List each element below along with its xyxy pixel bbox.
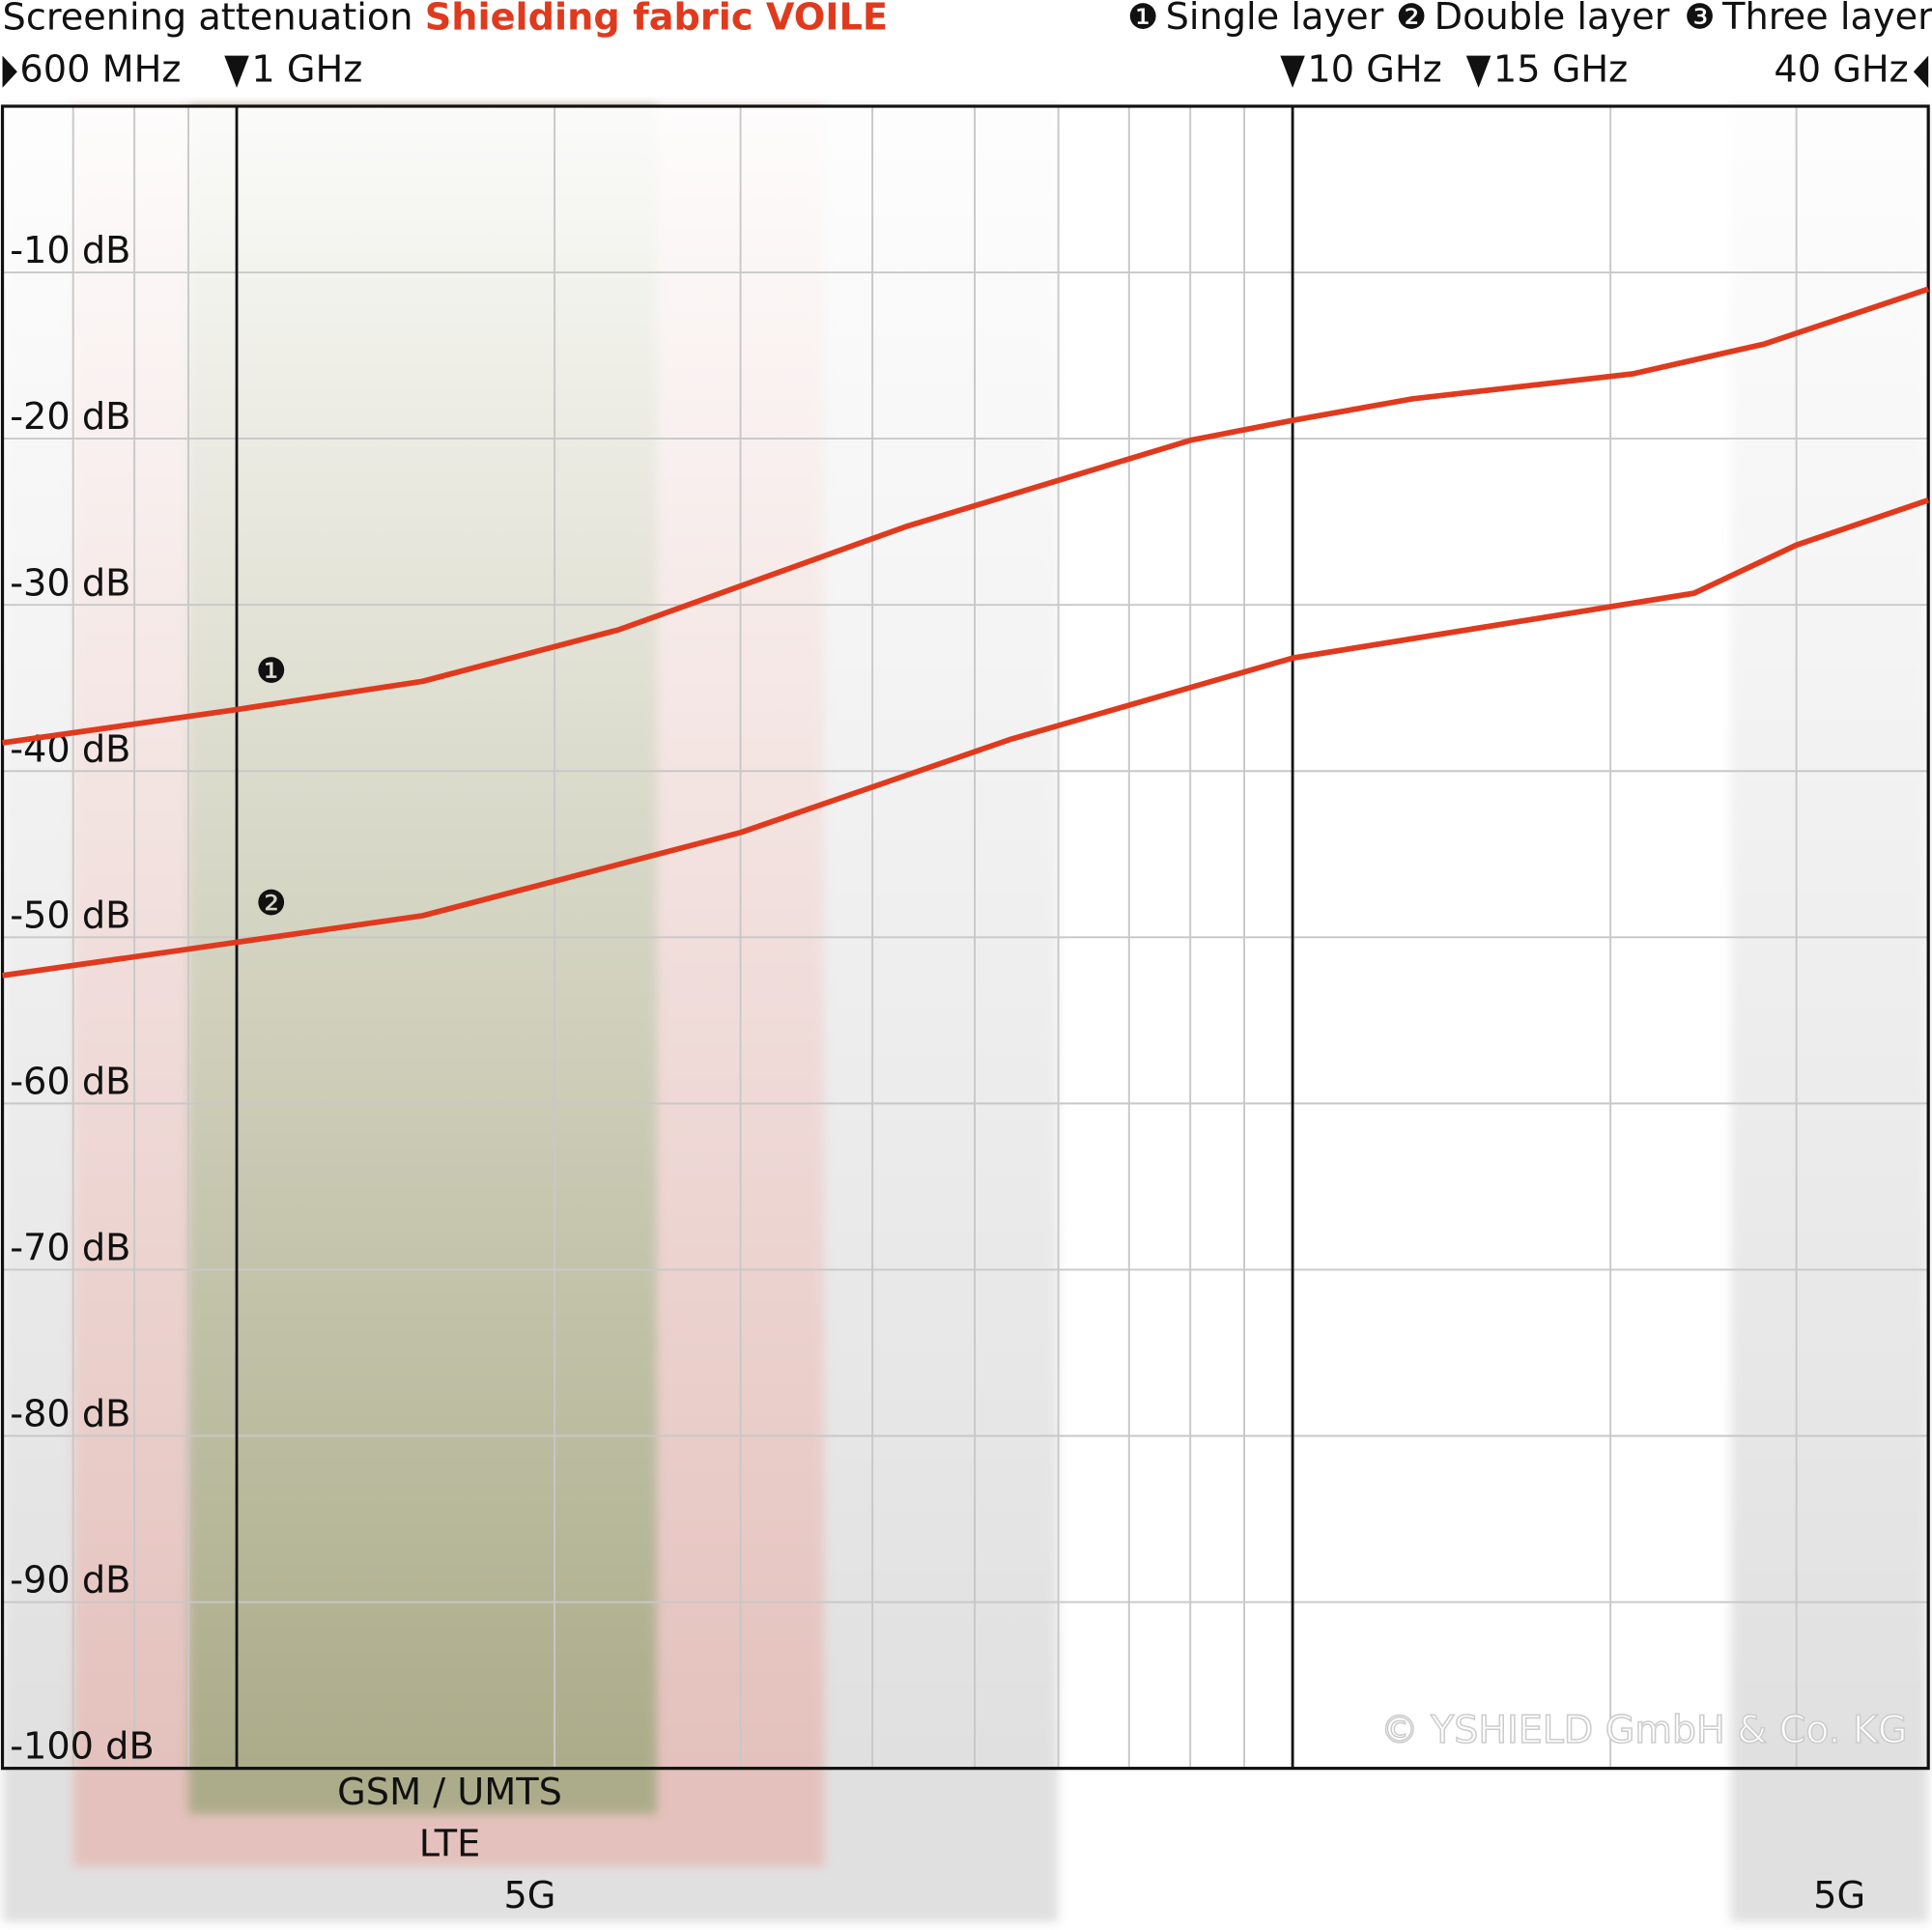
- legend-badge: ❷: [1396, 0, 1427, 37]
- series-line: [2, 497, 1930, 979]
- title-highlight: Shielding fabric VOILE: [425, 0, 888, 39]
- title: Screening attenuation: [3, 0, 413, 39]
- series-badge: ❷: [256, 884, 287, 923]
- tick-marker: [1465, 55, 1492, 88]
- series-line: [2, 286, 1930, 746]
- x-tick-label: 15 GHz: [1493, 48, 1628, 92]
- y-tick-label: -70 dB: [10, 1227, 130, 1270]
- x-tick-label: 1 GHz: [251, 48, 362, 92]
- y-tick-label: -20 dB: [10, 395, 130, 439]
- tick-marker: [2, 55, 17, 88]
- x-tick-label: 10 GHz: [1307, 48, 1441, 92]
- y-tick-label: -90 dB: [10, 1559, 130, 1603]
- band-label: GSM / UMTS: [337, 1771, 562, 1814]
- copyright: © YSHIELD GmbH & Co. KG: [1380, 1708, 1907, 1752]
- legend-label: Three layer: [1721, 0, 1932, 39]
- x-tick-label: 600 MHz: [19, 48, 181, 92]
- y-tick-label: -100 dB: [10, 1725, 155, 1769]
- band-label: 5G: [1813, 1874, 1865, 1917]
- plot-frame: [0, 104, 1930, 1771]
- y-tick-label: -60 dB: [10, 1060, 130, 1103]
- band-label: LTE: [419, 1822, 481, 1865]
- y-tick-label: -50 dB: [10, 894, 130, 937]
- series-badge: ❶: [256, 651, 287, 691]
- y-tick-label: -10 dB: [10, 229, 130, 272]
- legend-badge: ❸: [1685, 0, 1716, 37]
- legend-label: Double layer: [1435, 0, 1670, 39]
- chart-title: Screening attenuation Shielding fabric V…: [3, 0, 889, 39]
- y-tick-label: -80 dB: [10, 1393, 130, 1436]
- tick-marker: [1913, 55, 1929, 88]
- tick-marker: [1280, 55, 1305, 88]
- x-tick-label: 40 GHz: [1774, 48, 1908, 92]
- y-tick-label: -30 dB: [10, 561, 130, 605]
- legend-badge: ❶: [1127, 0, 1158, 37]
- band-label: 5G: [503, 1874, 555, 1917]
- tick-marker: [224, 55, 249, 88]
- legend-label: Single layer: [1166, 0, 1384, 39]
- bands: [2, 105, 1929, 1923]
